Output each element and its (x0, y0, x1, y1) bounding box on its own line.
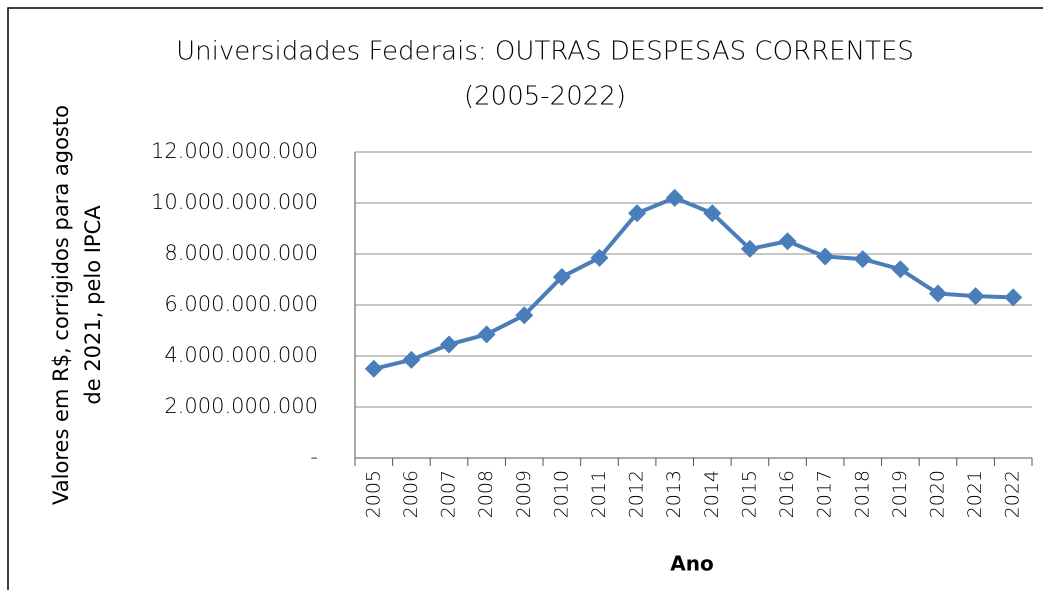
point (477, 325, 496, 344)
chart-title: Universidades Federais: OUTRAS DESPESAS … (176, 37, 914, 67)
x-tick-label: 2017 (814, 470, 836, 518)
point (665, 188, 684, 207)
x-tick-label: 2018 (851, 470, 873, 518)
x-tick-label: 2007 (438, 470, 460, 518)
point (440, 335, 459, 354)
x-tick-label: 2019 (889, 470, 911, 518)
x-tick-label: 2020 (926, 470, 948, 518)
point (703, 204, 722, 223)
y-tick-label: 6.000.000.000 (164, 292, 318, 316)
y-axis-label: Valores em R$, corrigidos para agosto (49, 105, 73, 505)
x-tick-label: 2014 (701, 470, 723, 518)
x-tick-label: 2006 (400, 470, 422, 518)
point (966, 287, 985, 306)
x-tick-label: 2011 (588, 470, 610, 518)
x-tick-label: 2009 (513, 470, 535, 518)
point (402, 350, 421, 369)
point (1004, 288, 1023, 307)
y-tick-label: 2.000.000.000 (164, 394, 318, 418)
point (364, 359, 383, 378)
y-tick-label: 10.000.000.000 (151, 190, 318, 214)
x-tick-label: 2013 (663, 470, 685, 518)
y-tick-label: - (310, 445, 318, 469)
frame (7, 7, 1043, 590)
x-axis-label: Ano (670, 552, 713, 576)
point (740, 239, 759, 258)
x-tick-label: 2022 (1002, 470, 1024, 518)
x-tick-label: 2010 (550, 470, 572, 518)
point (515, 306, 534, 325)
chart-title: (2005-2022) (464, 82, 626, 112)
point (928, 284, 947, 303)
y-tick-label: 12.000.000.000 (151, 139, 318, 163)
point (778, 232, 797, 251)
x-tick-label: 2016 (776, 470, 798, 518)
y-tick-label: 4.000.000.000 (164, 343, 318, 367)
x-tick-label: 2021 (964, 470, 986, 518)
point (628, 204, 647, 223)
point (853, 250, 872, 269)
series-line (373, 195, 1014, 371)
y-axis-label: de 2021, pelo IPCA (81, 205, 105, 405)
point (816, 247, 835, 266)
y-tick-label: 8.000.000.000 (164, 241, 318, 265)
x-tick-label: 2008 (475, 470, 497, 518)
point (891, 260, 910, 279)
x-tick-label: 2012 (626, 470, 648, 518)
x-tick-label: 2005 (362, 470, 384, 518)
point (552, 267, 571, 286)
x-tick-label: 2015 (738, 470, 760, 518)
point (590, 248, 609, 267)
